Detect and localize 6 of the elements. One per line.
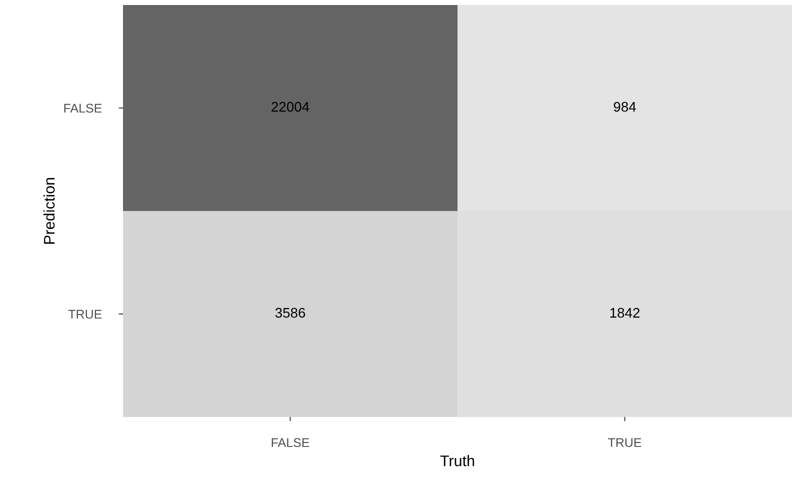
x-axis-title: Truth	[440, 455, 474, 466]
data-label: 3586	[275, 308, 306, 318]
data-label: 22004	[272, 102, 310, 112]
data-label: 1842	[610, 308, 640, 318]
y-axis-title: Prediction	[43, 178, 55, 244]
data-label: 984	[614, 102, 636, 112]
